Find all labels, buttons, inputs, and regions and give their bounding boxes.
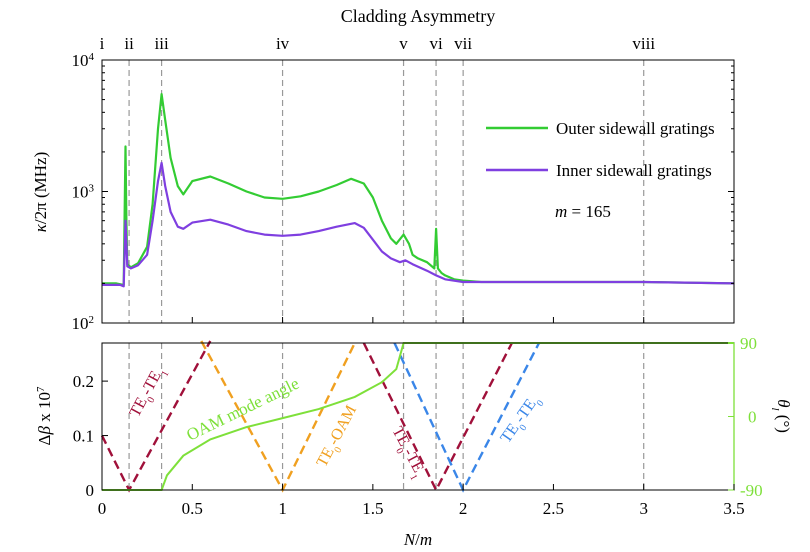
region-label-vi: vi xyxy=(429,34,443,53)
inner-sidewall-series xyxy=(102,161,735,288)
top-y-axis-label: κ/2π (MHz) xyxy=(31,152,50,233)
legend-label-outer: Outer sidewall gratings xyxy=(556,119,715,138)
bottom-series-2 xyxy=(362,342,513,493)
region-label-vii: vii xyxy=(454,34,472,53)
x-ticks: 0 0.5 1 1.5 2 2.5 3 3.5 xyxy=(98,317,745,518)
right-y-tick-label: 90 xyxy=(740,334,757,353)
bottom-right-y-ticks: -90 0 90 xyxy=(728,334,763,500)
region-labels: i ii iii iv v vi vii viii xyxy=(100,34,656,53)
curve-label-2: TE0-TE1 xyxy=(384,424,429,482)
bottom-y-tick-label: 0 xyxy=(86,481,95,500)
right-y-tick-label: -90 xyxy=(740,481,763,500)
region-label-iii: iii xyxy=(155,34,169,53)
x-tick-label: 2 xyxy=(459,499,468,518)
region-label-iv: iv xyxy=(276,34,290,53)
y-tick-label: 103 xyxy=(72,183,95,202)
region-label-v: v xyxy=(399,34,408,53)
region-divider-lines xyxy=(128,60,645,323)
chart-title: Cladding Asymmetry xyxy=(341,6,496,26)
x-tick-label: 3 xyxy=(639,499,648,518)
region-label-ii: ii xyxy=(124,34,134,53)
region-label-i: i xyxy=(100,34,105,53)
bottom-y-tick-label: 0.1 xyxy=(73,427,94,446)
curve-label-3: TE0-TE0 xyxy=(497,392,546,449)
curve-label-4: OAM mode angle xyxy=(183,374,302,445)
x-tick-label: 2.5 xyxy=(543,499,564,518)
x-tick-label: 0.5 xyxy=(182,499,203,518)
bottom-series-0 xyxy=(100,340,212,493)
bottom-y-tick-label: 0.2 xyxy=(73,372,94,391)
bottom-region-divider-lines xyxy=(128,343,645,490)
top-axes-box xyxy=(101,59,735,324)
bottom-y-ticks: 0 0.1 0.2 xyxy=(73,372,108,500)
right-y-tick-label: 0 xyxy=(748,408,757,427)
x-tick-label: 1 xyxy=(278,499,287,518)
bottom-series-4 xyxy=(102,342,734,491)
bottom-y-axis-label: Δβ x 107 xyxy=(35,386,54,445)
legend-label-inner: Inner sidewall gratings xyxy=(556,161,712,180)
bottom-right-axis-label: θl (°) xyxy=(769,399,793,433)
top-y-ticks: 102 103 104 xyxy=(72,51,734,333)
curve-label-0: TE0-TE1 xyxy=(127,364,172,422)
x-tick-label: 3.5 xyxy=(723,499,744,518)
top-series xyxy=(102,92,735,288)
y-tick-label: 102 xyxy=(72,314,95,333)
outer-sidewall-series xyxy=(102,92,735,286)
x-tick-label: 0 xyxy=(98,499,107,518)
region-label-viii: viii xyxy=(632,34,655,53)
x-axis-label: N/m xyxy=(403,530,432,549)
mode-number-annotation: m = 165 xyxy=(555,202,611,221)
legend: Outer sidewall gratings Inner sidewall g… xyxy=(486,119,715,180)
x-tick-label: 1.5 xyxy=(362,499,383,518)
y-tick-label: 104 xyxy=(72,51,95,70)
